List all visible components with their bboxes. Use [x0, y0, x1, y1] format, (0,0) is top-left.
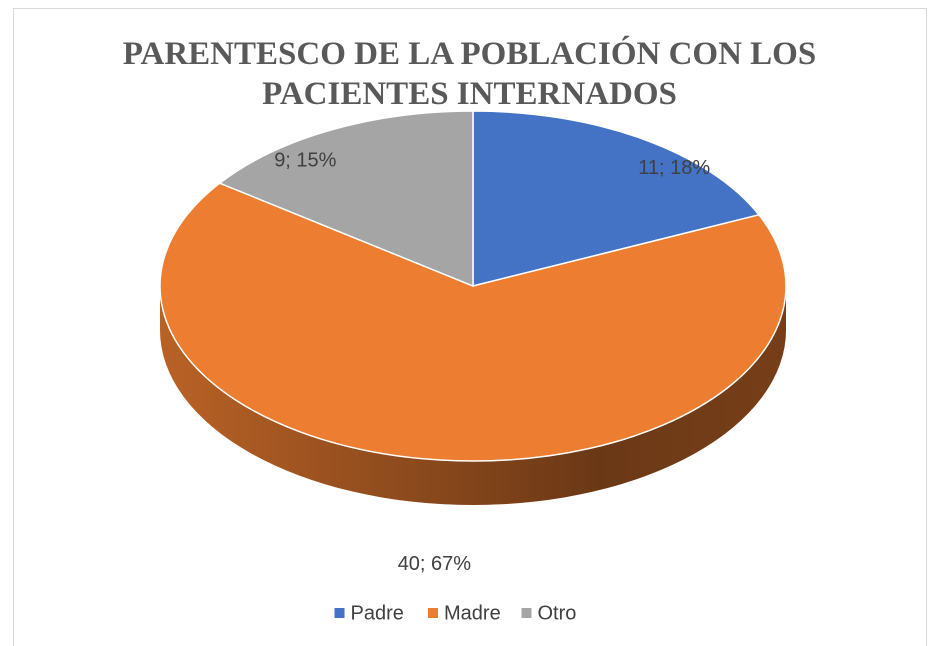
data-label: 11; 18%: [638, 157, 710, 179]
data-label: 9; 15%: [274, 150, 336, 172]
side-shade: [160, 286, 786, 505]
slice: [472, 110, 761, 287]
legend-swatch: [428, 608, 438, 618]
legend-swatch: [334, 608, 345, 618]
legend-label: Padre: [351, 602, 404, 624]
legend-swatch: [521, 608, 532, 618]
slice: [218, 110, 474, 288]
legend-label: Otro: [538, 602, 577, 624]
slice: [159, 182, 787, 462]
chart-frame: [13, 8, 927, 646]
data-label: 40; 67%: [398, 553, 472, 575]
legend-label: Madre: [444, 602, 501, 624]
chart-title: PARENTESCO DE LA POBLACIÓN CON LOS PACIE…: [122, 36, 817, 112]
title-box: PARENTESCO DE LA POBLACIÓN CON LOS PACIE…: [0, 34, 939, 114]
